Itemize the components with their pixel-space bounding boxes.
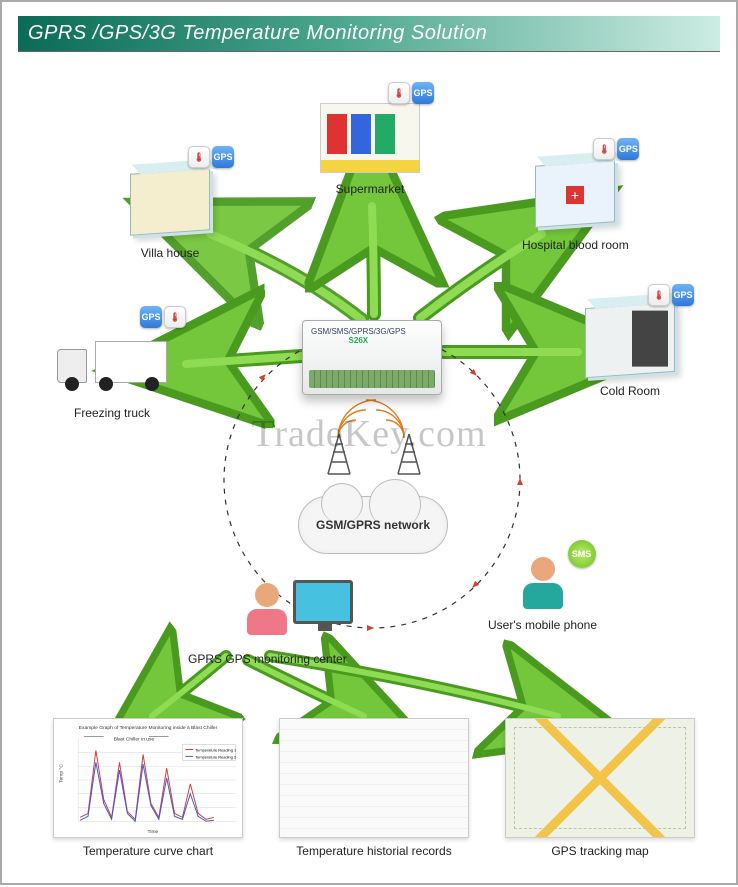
sms-icon: SMS [568, 540, 596, 568]
gps-icon: GPS [617, 138, 639, 160]
gps-icon: GPS [672, 284, 694, 306]
svg-text:Blast Chiller in use: Blast Chiller in use [114, 737, 155, 743]
thermometer-icon: 🌡 [593, 138, 615, 160]
page-title: GPRS /GPS/3G Temperature Monitoring Solu… [28, 22, 487, 45]
villa-icon: 🌡 GPS [120, 162, 220, 242]
node-device: GSM/SMS/GPRS/3G/GPSS26X [302, 320, 442, 395]
node-coldroom: 🌡 GPS Cold Room [580, 300, 680, 398]
chart-thumbnail: Example Graph of Temperature Monitoring … [53, 718, 243, 838]
svg-text:Temp °C: Temp °C [58, 764, 64, 783]
hospital-label: Hospital blood room [522, 238, 629, 252]
coldroom-icon: 🌡 GPS [580, 300, 680, 380]
svg-text:Time: Time [148, 829, 159, 835]
thermometer-icon: 🌡 [388, 82, 410, 104]
chart-label: Temperature curve chart [48, 844, 248, 858]
thermometer-icon: 🌡 [164, 306, 186, 328]
cloud-icon: GSM/GPRS network [298, 496, 448, 554]
coldroom-label: Cold Room [580, 384, 680, 398]
node-monitoring-center: GPRS GPS monitoring center [188, 578, 347, 666]
title-bar: GPRS /GPS/3G Temperature Monitoring Solu… [18, 16, 720, 52]
node-user-phone: SMS User's mobile phone [488, 554, 597, 632]
records-label: Temperature historial records [274, 844, 474, 858]
thermometer-icon: 🌡 [648, 284, 670, 306]
records-thumbnail [279, 718, 469, 838]
node-hospital: + 🌡 GPS Hospital blood room [522, 154, 629, 252]
user-phone-icon: SMS [508, 554, 578, 614]
gps-icon: GPS [140, 306, 162, 328]
device-subtitle: GSM/SMS/GPRS/3G/GPS [311, 327, 406, 336]
truck-icon: GPS 🌡 [52, 322, 172, 402]
device-icon: GSM/SMS/GPRS/3G/GPSS26X [302, 320, 442, 395]
monitoring-center-icon [217, 578, 317, 642]
svg-text:Temperature Reading 2: Temperature Reading 2 [195, 754, 236, 759]
output-records: Temperature historial records [274, 718, 474, 858]
supermarket-icon: 🌡 GPS [320, 98, 420, 178]
svg-text:Example Graph of Temperature M: Example Graph of Temperature Monitoring … [79, 725, 218, 731]
monitor-icon [293, 580, 353, 624]
node-supermarket: 🌡 GPS Supermarket [320, 98, 420, 196]
svg-text:Temperature Reading 1: Temperature Reading 1 [195, 747, 236, 752]
node-villa: 🌡 GPS Villa house [120, 162, 220, 260]
device-model: S26X [349, 336, 369, 345]
output-chart: Example Graph of Temperature Monitoring … [48, 718, 248, 858]
map-label: GPS tracking map [500, 844, 700, 858]
tower-icon [324, 432, 354, 476]
hospital-icon: + 🌡 GPS [525, 154, 625, 234]
node-towers [324, 432, 424, 476]
diagram-page: GPRS /GPS/3G Temperature Monitoring Solu… [0, 0, 738, 885]
gps-icon: GPS [212, 146, 234, 168]
supermarket-label: Supermarket [320, 182, 420, 196]
villa-label: Villa house [120, 246, 220, 260]
map-thumbnail [505, 718, 695, 838]
tower-icon [394, 432, 424, 476]
cloud-label: GSM/GPRS network [316, 518, 430, 532]
truck-label: Freezing truck [52, 406, 172, 420]
thermometer-icon: 🌡 [188, 146, 210, 168]
gps-icon: GPS [412, 82, 434, 104]
output-map: GPS tracking map [500, 718, 700, 858]
monitoring-center-label: GPRS GPS monitoring center [188, 652, 347, 666]
user-phone-label: User's mobile phone [488, 618, 597, 632]
node-truck: GPS 🌡 Freezing truck [52, 322, 172, 420]
node-network-cloud: GSM/GPRS network [298, 496, 448, 554]
